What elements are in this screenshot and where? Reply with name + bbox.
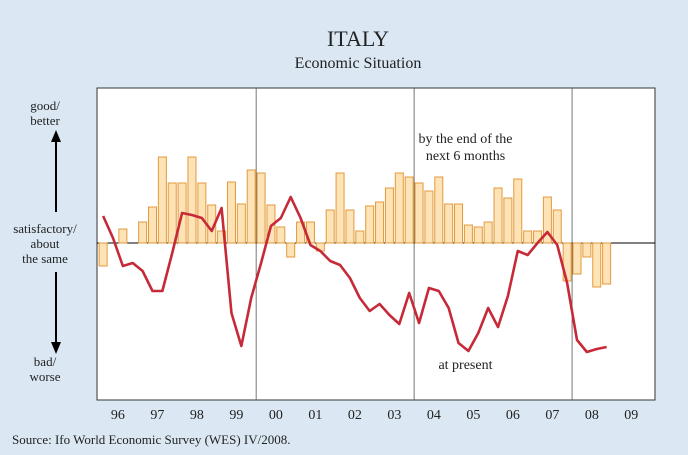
- x-tick-label: 04: [427, 408, 441, 423]
- bar: [226, 181, 236, 244]
- bar: [503, 197, 513, 244]
- bar: [414, 182, 424, 244]
- x-tick-label: 05: [466, 408, 480, 423]
- bar: [602, 242, 612, 285]
- y-tick-label: satisfactory/ about the same: [13, 220, 77, 266]
- bar: [138, 221, 148, 244]
- bar: [483, 221, 493, 244]
- x-tick-label: 99: [229, 408, 243, 423]
- bar: [473, 226, 483, 244]
- bar: [463, 224, 473, 244]
- annotation: at present: [438, 357, 493, 373]
- bar: [98, 242, 108, 267]
- x-tick-label: 96: [111, 408, 125, 423]
- bar: [276, 226, 286, 244]
- x-tick-label: 06: [506, 408, 520, 423]
- bar: [592, 242, 602, 288]
- x-tick-label: 09: [624, 408, 638, 423]
- bar: [246, 169, 256, 244]
- bar: [493, 187, 503, 244]
- bar: [325, 209, 335, 244]
- line: [101, 195, 607, 354]
- bar: [404, 176, 414, 244]
- x-tick-label: 97: [150, 408, 164, 423]
- bar: [335, 172, 345, 244]
- x-tick-label: 03: [387, 408, 401, 423]
- bar: [236, 203, 246, 244]
- bar: [572, 242, 582, 275]
- bar: [167, 182, 177, 244]
- x-tick-label: 02: [348, 408, 362, 423]
- bar: [147, 206, 157, 244]
- bar: [454, 203, 464, 244]
- source: Source: Ifo World Economic Survey (WES) …: [12, 432, 291, 447]
- chart-subtitle: Economic Situation: [295, 55, 422, 72]
- bar: [187, 156, 197, 244]
- x-tick-label: 01: [308, 408, 322, 423]
- bar: [434, 176, 444, 244]
- bar: [513, 178, 523, 244]
- bar: [197, 182, 207, 244]
- bar: [582, 242, 592, 258]
- x-tick-label: 08: [585, 408, 599, 423]
- bar: [286, 242, 296, 258]
- bar: [394, 172, 404, 244]
- bar: [424, 190, 434, 244]
- y-tick-label: bad/ worse: [29, 354, 61, 384]
- bar: [365, 205, 375, 244]
- y-arrows: [51, 130, 61, 354]
- y-tick-label: good/ better: [30, 98, 60, 128]
- x-tick-label: 07: [545, 408, 559, 423]
- bar: [118, 228, 128, 244]
- bar: [256, 172, 266, 244]
- x-tick-label: 98: [190, 408, 204, 423]
- x-tick-label: 00: [269, 408, 283, 423]
- bar: [523, 230, 533, 244]
- bar: [444, 203, 454, 244]
- bar: [542, 196, 552, 244]
- plot-area: [96, 87, 656, 401]
- bar: [355, 230, 365, 244]
- bar: [375, 201, 385, 244]
- bar: [552, 209, 562, 244]
- bar: [345, 209, 355, 244]
- chart-title: ITALY: [327, 26, 389, 51]
- bar: [384, 187, 394, 244]
- bar: [157, 156, 167, 244]
- annotation: by the end of the next 6 months: [418, 132, 513, 164]
